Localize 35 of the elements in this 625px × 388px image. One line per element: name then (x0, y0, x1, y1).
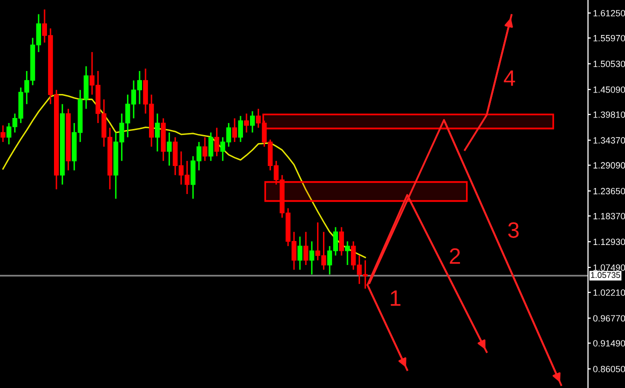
candlestick (244, 112, 249, 134)
y-tick-label: 1.18370 (594, 212, 625, 220)
y-tick-label: 1.50530 (594, 60, 625, 68)
annotation: 1 (390, 290, 400, 306)
candlestick (339, 226, 344, 256)
y-tick-label: 1.29090 (594, 162, 625, 169)
y-tick-label: 0.91490 (593, 340, 625, 346)
y-tick-label: 1.02210 (594, 289, 625, 296)
y-tick-label: 1.07490 (594, 264, 625, 271)
candlestick (166, 132, 172, 166)
annotation: 4 (504, 70, 516, 86)
candlestick (309, 240, 314, 276)
candlestick (298, 236, 302, 270)
candlestick (208, 132, 214, 162)
candlestick (202, 136, 208, 162)
y-tick-label: 0.96770 (593, 315, 625, 322)
y-tick-label: 1.12930 (594, 238, 625, 246)
annotation: 2 (450, 248, 460, 264)
candlestick (0, 124, 6, 143)
y-tick-label: 1.23650 (594, 188, 625, 194)
candlestick (214, 127, 220, 157)
candlestick (154, 112, 160, 152)
y-tick-label: 0.86050 (593, 366, 625, 372)
candlestick (303, 231, 308, 266)
ref-line-label: 1.05735 (590, 272, 620, 278)
candlestick (238, 115, 243, 143)
y-tick-label: 1.34370 (594, 137, 625, 144)
y-tick-label: 1.61250 (594, 10, 625, 16)
y-tick-label: 1.55970 (594, 34, 625, 42)
annotation: 3 (508, 222, 519, 238)
y-tick-label: 1.39810 (594, 111, 625, 118)
candlestick (232, 118, 238, 143)
candlestick (250, 110, 255, 134)
y-tick-label: 1.45090 (594, 86, 625, 93)
candlestick (345, 240, 350, 266)
